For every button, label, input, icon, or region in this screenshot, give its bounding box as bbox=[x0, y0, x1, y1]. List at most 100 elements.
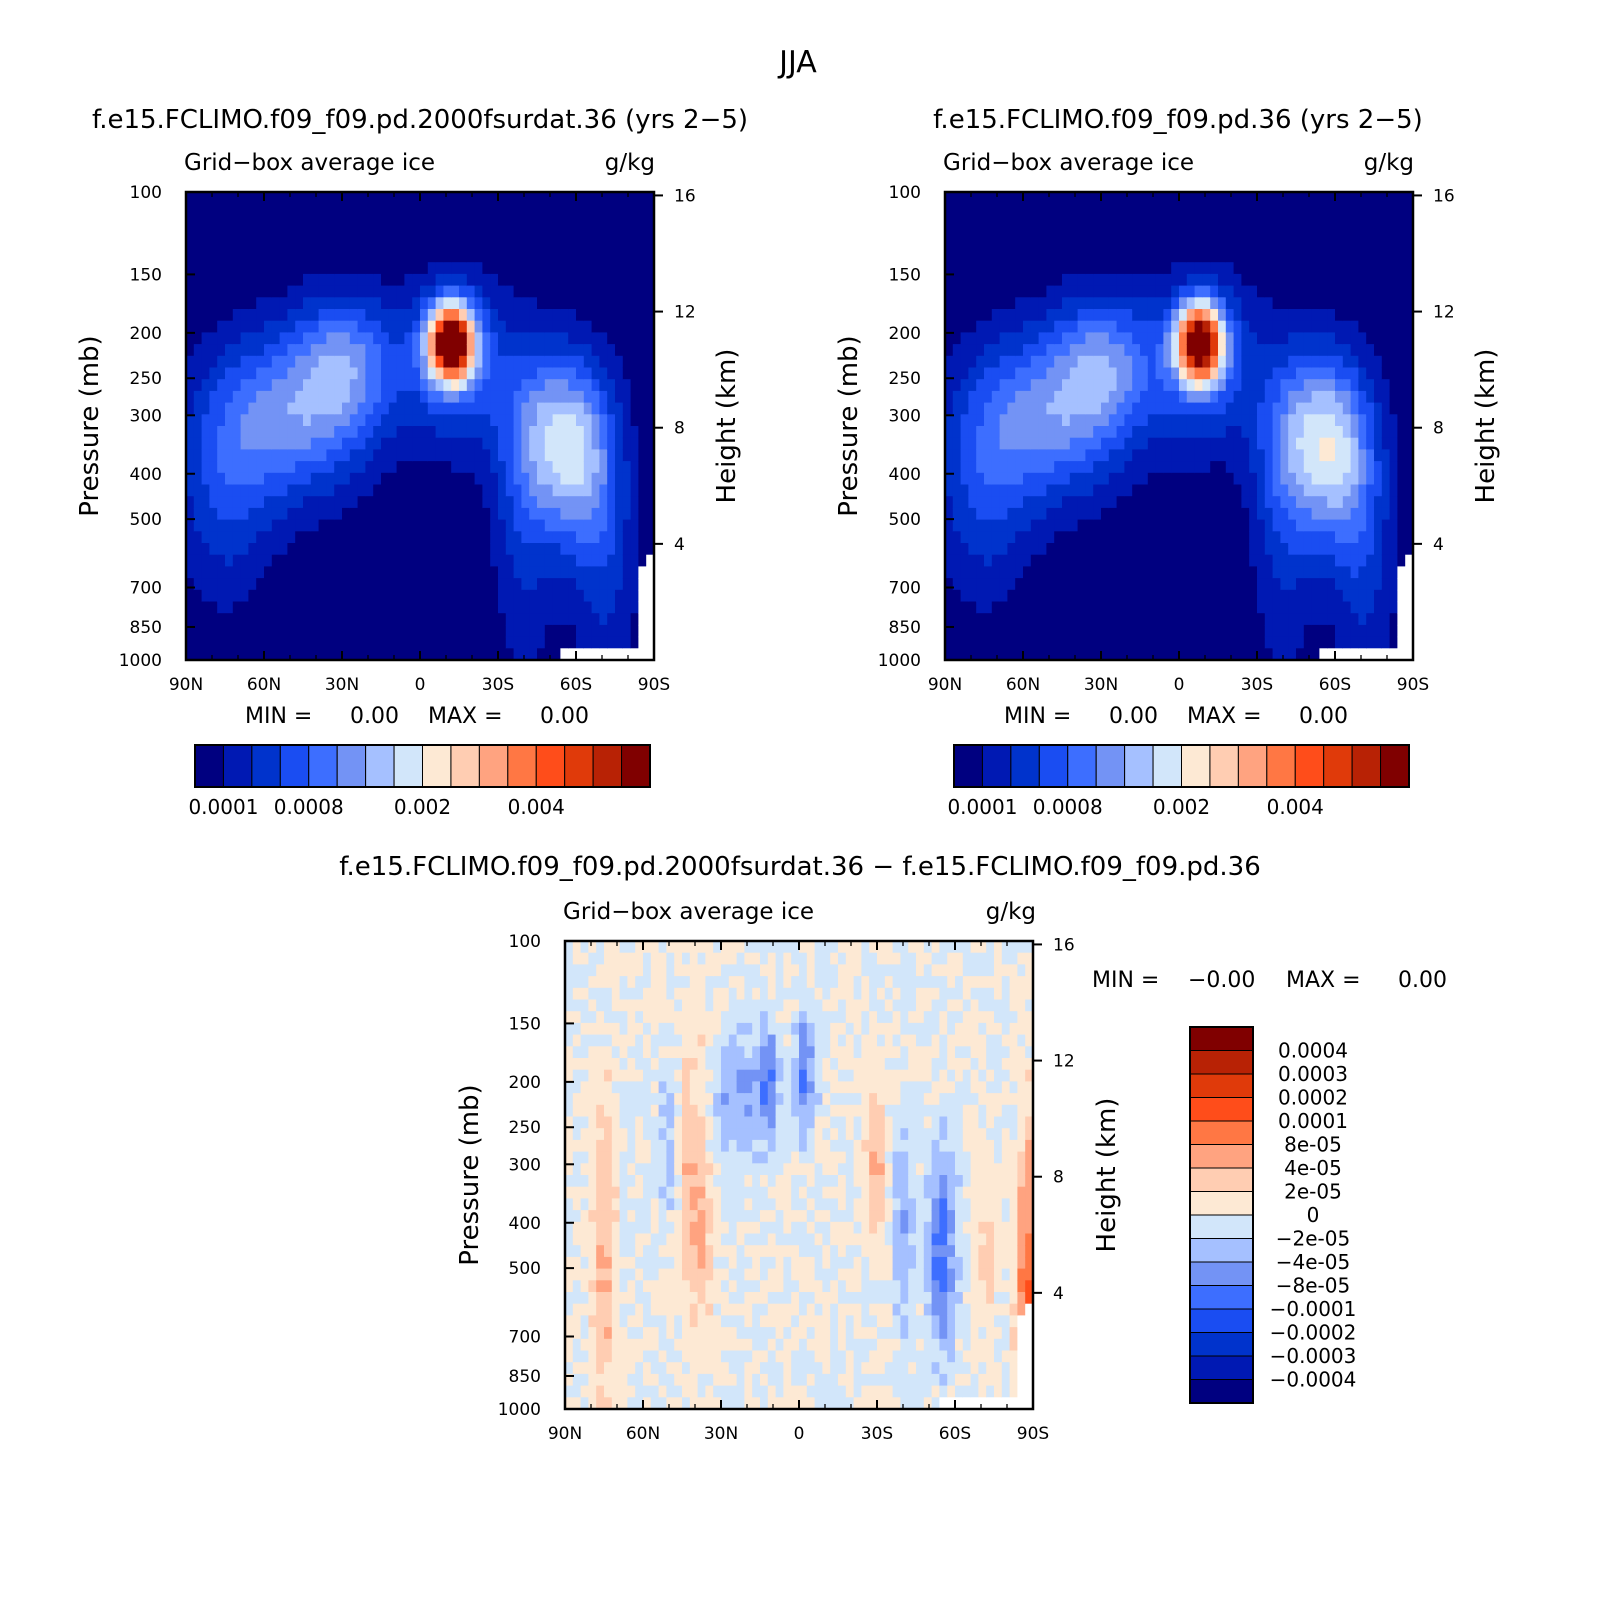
heat-cell bbox=[991, 297, 1001, 310]
heat-cell bbox=[232, 309, 242, 322]
heat-cell bbox=[404, 589, 413, 603]
heat-cell bbox=[521, 472, 530, 486]
heat-cell bbox=[318, 332, 327, 345]
heat-cell bbox=[225, 414, 234, 427]
heat-cell bbox=[945, 543, 954, 556]
heat-cell bbox=[1007, 624, 1016, 638]
heat-cell bbox=[326, 543, 335, 556]
heat-cell bbox=[1225, 297, 1235, 310]
heat-cell bbox=[1311, 215, 1320, 228]
heat-cell bbox=[1311, 472, 1320, 486]
heat-cell bbox=[1155, 262, 1164, 275]
heat-cell bbox=[498, 589, 507, 603]
heat-cell bbox=[1155, 414, 1164, 427]
heat-cell bbox=[1023, 543, 1032, 556]
heat-cell bbox=[1241, 589, 1250, 603]
heat-cell bbox=[576, 496, 585, 509]
heat-cell bbox=[630, 273, 639, 287]
heat-cell bbox=[326, 601, 335, 614]
heat-cell bbox=[999, 449, 1008, 462]
heat-cell bbox=[591, 273, 600, 287]
heat-cell bbox=[209, 554, 218, 567]
heat-cell bbox=[1077, 484, 1086, 497]
heat-cell bbox=[991, 437, 1001, 450]
heat-cell bbox=[1311, 507, 1320, 521]
heat-cell bbox=[490, 355, 499, 369]
heat-cell bbox=[984, 414, 993, 427]
heat-cell bbox=[1350, 449, 1359, 462]
heat-cell bbox=[1140, 414, 1149, 427]
heat-cell bbox=[279, 589, 288, 603]
heat-cell bbox=[201, 472, 210, 486]
heat-cell bbox=[482, 507, 491, 521]
heat-cell bbox=[1147, 203, 1157, 216]
heat-cell bbox=[513, 320, 522, 333]
heat-cell bbox=[968, 472, 977, 486]
heat-cell bbox=[552, 566, 561, 579]
heat-cell bbox=[232, 414, 242, 427]
heat-cell bbox=[1171, 507, 1180, 521]
heat-cell bbox=[1147, 636, 1157, 649]
heat-cell bbox=[1023, 297, 1032, 310]
heat-cell bbox=[1319, 624, 1328, 638]
heat-cell bbox=[952, 589, 962, 603]
heat-cell bbox=[365, 624, 374, 638]
heat-cell bbox=[591, 507, 600, 521]
heat-cell bbox=[287, 449, 296, 462]
heat-cell bbox=[287, 320, 296, 333]
heat-cell bbox=[1062, 636, 1071, 649]
heat-cell bbox=[544, 309, 554, 322]
heat-cell bbox=[976, 227, 985, 240]
heat-cell bbox=[1280, 285, 1289, 298]
heat-cell bbox=[1186, 309, 1196, 322]
heat-cell bbox=[1218, 636, 1227, 649]
heat-cell bbox=[638, 449, 647, 462]
heat-cell bbox=[1108, 648, 1118, 661]
heat-cell bbox=[1007, 578, 1016, 591]
heat-cell bbox=[1147, 227, 1157, 240]
heat-cell bbox=[984, 390, 993, 404]
heat-cell bbox=[1366, 648, 1375, 661]
heat-cell bbox=[991, 367, 1001, 380]
heat-cell bbox=[560, 309, 569, 322]
heat-cell bbox=[544, 273, 554, 287]
y-tick-label: 400 bbox=[130, 465, 162, 485]
heat-cell bbox=[1171, 344, 1180, 357]
heat-cell bbox=[1257, 367, 1266, 380]
heat-cell bbox=[646, 624, 655, 638]
heat-cell bbox=[1374, 449, 1383, 462]
heat-cell bbox=[999, 624, 1008, 638]
heat-cell bbox=[1397, 636, 1406, 649]
heat-cell bbox=[451, 227, 460, 240]
heat-cell bbox=[952, 578, 962, 591]
heat-cell bbox=[1249, 449, 1258, 462]
heat-cell bbox=[1381, 285, 1391, 298]
heat-cell bbox=[1093, 589, 1102, 603]
heat-cell bbox=[1335, 285, 1344, 298]
heat-cell bbox=[240, 426, 249, 439]
heat-cell bbox=[537, 344, 546, 357]
heat-cell bbox=[381, 566, 390, 579]
heat-cell bbox=[591, 578, 600, 591]
heat-cell bbox=[1069, 414, 1079, 427]
heat-cell bbox=[225, 484, 234, 497]
heat-cell bbox=[1132, 472, 1141, 486]
heat-cell bbox=[1054, 507, 1063, 521]
heat-cell bbox=[451, 519, 460, 532]
heat-cell bbox=[591, 496, 600, 509]
heat-cell bbox=[1069, 250, 1079, 263]
heat-cell bbox=[976, 554, 985, 567]
heat-cell bbox=[505, 461, 515, 474]
heat-cell bbox=[1389, 531, 1398, 544]
heat-cell bbox=[638, 355, 647, 369]
heat-cell bbox=[1358, 238, 1367, 252]
heat-cell bbox=[968, 496, 977, 509]
heat-cell bbox=[232, 601, 242, 614]
heat-cell bbox=[1319, 227, 1328, 240]
heat-cell bbox=[1389, 332, 1398, 345]
heat-cell bbox=[1342, 285, 1352, 298]
heat-cell bbox=[945, 624, 954, 638]
heat-cell bbox=[521, 554, 530, 567]
heat-cell bbox=[1350, 285, 1359, 298]
heat-cell bbox=[303, 309, 312, 322]
